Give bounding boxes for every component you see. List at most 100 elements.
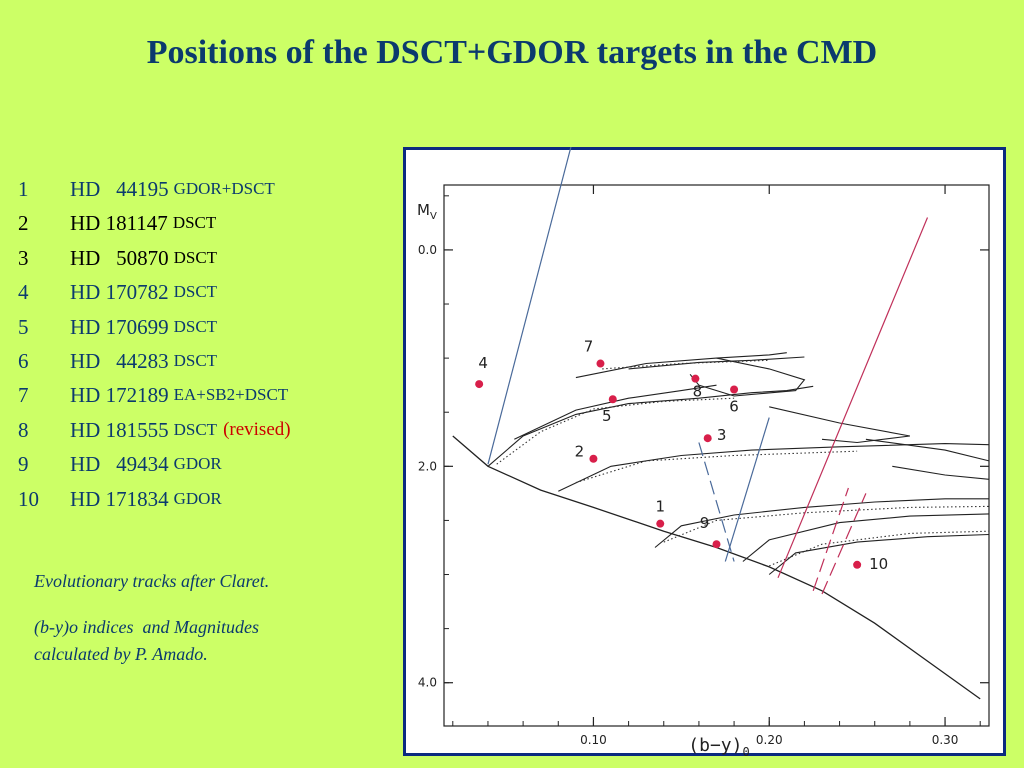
target-type: GDOR <box>173 454 222 474</box>
instability-strip-edge <box>821 493 867 595</box>
cmd-chart: 0.10 0.20 0.30 0.0 2.0 4.0 (b−y)0 MV 1 2 3 4 5 6 7 8 9 1… <box>417 147 990 756</box>
y-tick-label: 4.0 <box>418 676 437 690</box>
target-point-label: 7 <box>584 338 594 356</box>
target-point <box>730 385 739 394</box>
target-star: HD 170782 <box>70 280 169 305</box>
evolutionary-track <box>742 513 990 562</box>
target-type: DSCT <box>172 213 217 233</box>
target-number: 6 <box>18 349 29 374</box>
target-point <box>589 454 598 463</box>
evolutionary-track <box>487 385 814 467</box>
instability-strip-edge <box>724 417 770 562</box>
evolutionary-track-dotted <box>768 530 990 567</box>
instability-strip-edge <box>698 442 735 562</box>
target-point <box>656 519 665 528</box>
target-note: (revised) <box>223 418 291 440</box>
evolutionary-track-dotted <box>575 450 858 484</box>
target-type: GDOR+DSCT <box>173 179 275 198</box>
instability-strip-edge <box>487 147 572 465</box>
target-number: 1 <box>18 177 29 201</box>
target-point <box>712 540 721 549</box>
target-star: HD 181555 <box>70 417 169 442</box>
slide-title: Positions of the DSCT+GDOR targets in th… <box>146 34 878 71</box>
evolutionary-track <box>514 384 717 440</box>
target-star: HD 49434 <box>70 452 169 477</box>
target-type: DSCT <box>173 282 218 302</box>
y-axis-label: MV <box>417 201 437 222</box>
cmd-chart-frame: 0.10 0.20 0.30 0.0 2.0 4.0 (b−y)0 MV 1 2 3 4 5 6 7 8 9 1… <box>403 147 1006 756</box>
target-row: 5 HD 170699 DSCT <box>18 310 291 344</box>
target-type: DSCT <box>173 247 218 267</box>
zams-line <box>452 435 981 700</box>
target-point-label: 5 <box>602 407 612 425</box>
instability-strip-edge <box>777 217 929 579</box>
target-point <box>853 560 862 569</box>
target-star: HD 181147 <box>70 211 168 236</box>
evolutionary-track <box>654 498 989 548</box>
x-axis-label-sub: 0 <box>742 745 749 756</box>
target-row: 7 HD 172189 EA+SB2+DSCT <box>18 378 291 412</box>
target-point-label: 9 <box>700 514 710 532</box>
evolutionary-track-dotted <box>496 397 735 465</box>
target-point-label: 10 <box>869 555 888 573</box>
evolutionary-track <box>558 443 990 492</box>
target-star: HD 171834 <box>70 486 169 511</box>
y-tick-label: 0.0 <box>418 243 437 257</box>
target-point-label: 8 <box>693 383 703 401</box>
evolutionary-track <box>689 357 806 397</box>
x-tick-label: 0.30 <box>932 733 959 747</box>
target-point-label: 2 <box>575 443 585 461</box>
target-number: 5 <box>18 314 29 339</box>
target-row: 2 HD 181147 DSCT <box>18 206 291 240</box>
target-type: DSCT <box>173 316 218 336</box>
note-indices: (b-y)o indices and Magnitudes <box>34 617 259 637</box>
target-type: GDOR <box>173 488 222 508</box>
evolutionary-track <box>865 438 990 462</box>
target-point-label: 6 <box>729 397 739 415</box>
target-number: 3 <box>18 245 29 270</box>
target-number: 7 <box>18 383 29 408</box>
target-point <box>691 374 700 383</box>
target-row: 9 HD 49434 GDOR <box>18 447 291 481</box>
target-star: HD 172189 <box>70 383 169 408</box>
instability-strip-edge <box>812 487 849 591</box>
target-star: HD 44195 <box>70 177 169 201</box>
target-list: 1 HD 44195 GDOR+DSCT 2 HD 181147 DSCT 3 HD 5087… <box>18 172 291 516</box>
target-point <box>703 434 712 443</box>
y-tick-label: 2.0 <box>418 459 437 473</box>
evolutionary-track <box>575 352 787 379</box>
target-type: DSCT <box>173 351 218 371</box>
target-row: 4 HD 170782 DSCT <box>18 275 291 309</box>
target-point-label: 3 <box>717 426 727 444</box>
evolutionary-track <box>768 533 990 575</box>
note-tracks: Evolutionary tracks after Claret. <box>34 571 270 591</box>
target-point-label: 1 <box>655 498 665 516</box>
notes-block: Evolutionary tracks after Claret. (b-y)o… <box>34 568 269 668</box>
target-row: 10 HD 171834 GDOR <box>18 482 291 516</box>
target-row: 6 HD 44283 DSCT <box>18 344 291 378</box>
target-number: 9 <box>18 452 29 477</box>
target-point <box>475 380 484 389</box>
target-star: HD 44283 <box>70 349 169 374</box>
x-tick-label: 0.20 <box>756 733 783 747</box>
evolutionary-track <box>892 465 990 480</box>
evolutionary-track <box>769 406 911 444</box>
x-tick-label: 0.10 <box>580 733 607 747</box>
target-number: 4 <box>18 280 29 305</box>
target-star: HD 50870 <box>70 245 169 270</box>
target-row: 1 HD 44195 GDOR+DSCT <box>18 172 291 206</box>
target-point <box>608 395 617 404</box>
note-author: calculated by P. Amado. <box>34 644 208 664</box>
target-type: EA+SB2+DSCT <box>173 385 289 405</box>
evolutionary-track <box>628 356 805 370</box>
target-number: 2 <box>18 211 29 236</box>
target-point-label: 4 <box>478 354 488 372</box>
target-type: DSCT <box>173 419 218 439</box>
x-axis-label: (b−y)0 <box>688 735 749 756</box>
target-star: HD 170699 <box>70 314 169 339</box>
y-axis-label-sub: V <box>430 211 437 222</box>
target-number: 10 <box>18 486 39 511</box>
target-number: 8 <box>18 417 29 442</box>
plot-area <box>443 184 990 727</box>
evolutionary-track-dotted <box>602 359 770 370</box>
